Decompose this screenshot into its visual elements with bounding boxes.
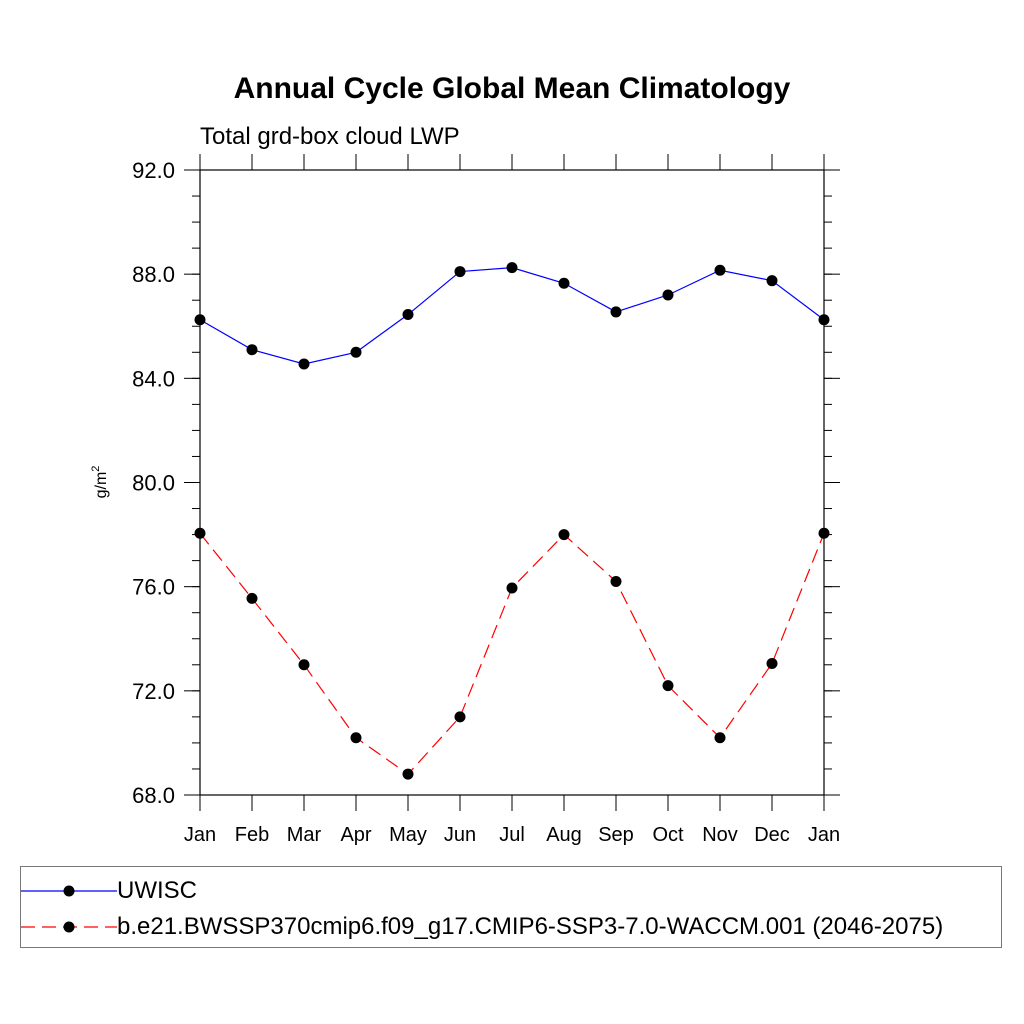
series-0-point bbox=[298, 358, 310, 370]
series-1-point bbox=[506, 582, 518, 594]
series-1-point bbox=[246, 592, 258, 604]
legend-item-uwisc: UWISC bbox=[21, 873, 197, 909]
series-1-point bbox=[454, 711, 466, 723]
series-0-point bbox=[766, 275, 778, 287]
series-1-point bbox=[298, 659, 310, 671]
y-axis-title-base: g/m bbox=[93, 472, 110, 499]
series-1-point bbox=[402, 768, 414, 780]
chart-title: Annual Cycle Global Mean Climatology bbox=[234, 72, 791, 105]
series-0-point bbox=[246, 344, 258, 356]
legend-swatch-model bbox=[21, 921, 117, 933]
chart-subtitle: Total grd-box cloud LWP bbox=[200, 123, 460, 150]
x-tick-label: Jan bbox=[184, 824, 216, 846]
series-0-point bbox=[402, 309, 414, 321]
series-0-point bbox=[350, 346, 362, 358]
y-tick-label: 84.0 bbox=[132, 366, 175, 391]
legend-label-model: b.e21.BWSSP370cmip6.f09_g17.CMIP6-SSP3-7… bbox=[117, 913, 944, 940]
series-0-point bbox=[506, 262, 518, 274]
series-line-1 bbox=[199, 532, 825, 775]
y-axis-title: g/m2 bbox=[90, 466, 110, 499]
x-tick-label: Dec bbox=[754, 824, 790, 846]
y-tick-label: 88.0 bbox=[132, 262, 175, 287]
series-0-point bbox=[194, 314, 206, 326]
y-tick-label: 68.0 bbox=[132, 783, 175, 808]
legend-label-uwisc: UWISC bbox=[117, 877, 197, 904]
legend-marker-model bbox=[63, 921, 75, 933]
legend: UWISC b.e21.BWSSP370cmip6.f09_g17.CMIP6-… bbox=[20, 866, 1002, 948]
x-tick-label: Jun bbox=[444, 824, 476, 846]
series-0-point bbox=[662, 289, 674, 301]
series-1-point bbox=[818, 527, 830, 539]
x-tick-label: Nov bbox=[702, 824, 738, 846]
y-tick-label: 92.0 bbox=[132, 158, 175, 183]
x-tick-label: Feb bbox=[235, 824, 269, 846]
x-tick-label: Oct bbox=[652, 824, 684, 846]
x-tick-label: Aug bbox=[546, 824, 582, 846]
series-1-point bbox=[766, 657, 778, 669]
x-tick-label: Mar bbox=[287, 824, 322, 846]
series-0-point bbox=[714, 264, 726, 276]
x-tick-label: Apr bbox=[340, 824, 371, 846]
series-0-point bbox=[558, 277, 570, 289]
series-1-point bbox=[558, 529, 570, 541]
series-1-point bbox=[714, 732, 726, 744]
series-1-point bbox=[662, 680, 674, 692]
x-tick-label: Sep bbox=[598, 824, 634, 846]
series-line-0 bbox=[199, 267, 825, 365]
legend-marker-uwisc bbox=[63, 885, 75, 897]
y-tick-label: 72.0 bbox=[132, 679, 175, 704]
y-axis-title-sup: 2 bbox=[90, 466, 102, 472]
x-tick-label: Jul bbox=[499, 824, 525, 846]
y-tick-label: 80.0 bbox=[132, 471, 175, 496]
legend-item-model: b.e21.BWSSP370cmip6.f09_g17.CMIP6-SSP3-7… bbox=[21, 909, 943, 945]
svg-text:g/m2: g/m2 bbox=[90, 466, 110, 499]
series-0-point bbox=[610, 306, 622, 318]
series-1-point bbox=[610, 575, 622, 587]
series-0-point bbox=[818, 314, 830, 326]
x-tick-label: May bbox=[389, 824, 427, 846]
series-1-point bbox=[194, 527, 206, 539]
y-tick-label: 76.0 bbox=[132, 575, 175, 600]
legend-swatch-uwisc bbox=[21, 885, 117, 897]
series-1-point bbox=[350, 732, 362, 744]
x-tick-label: Jan bbox=[808, 824, 840, 846]
series-0-point bbox=[454, 266, 466, 278]
